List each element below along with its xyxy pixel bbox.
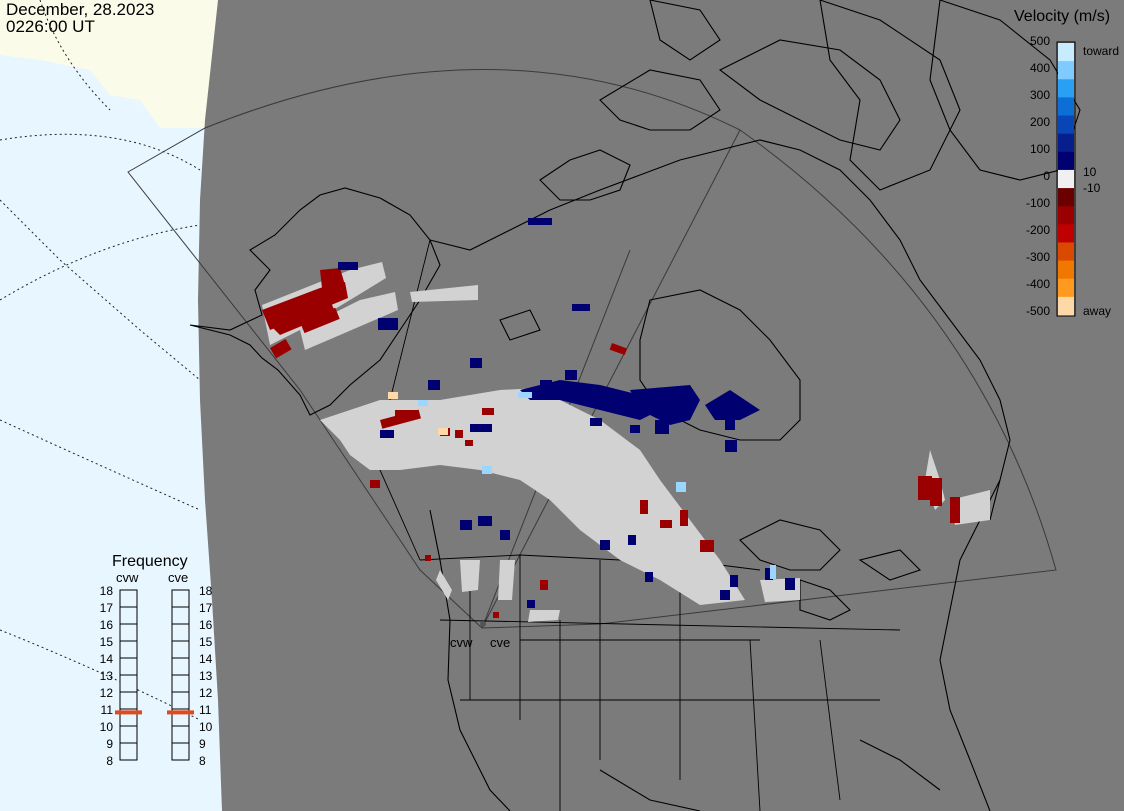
legend-frame: [1056, 41, 1076, 317]
legend-band-6: [1058, 151, 1074, 171]
frequency-panel: Frequency cvw cve 18 18 17 17 16 16 15 15 14 14 13…: [100, 553, 213, 768]
legend-tick-label: 400: [1030, 61, 1050, 75]
freq-label-left: 15: [100, 635, 114, 649]
legend-tick-label: -500: [1026, 304, 1050, 318]
freq-label-left: 17: [100, 601, 114, 615]
legend-small-neg: -10: [1083, 181, 1101, 195]
freq-label-right: 18: [199, 584, 213, 598]
freq-label-left: 16: [100, 618, 114, 632]
freq-label-right: 9: [199, 737, 206, 751]
freq-label-left: 10: [100, 720, 114, 734]
legend-band-0: [1058, 43, 1074, 62]
legend-band-8: [1058, 188, 1074, 207]
freq-label-right: 11: [199, 703, 212, 717]
legend-tick-label: 300: [1030, 88, 1050, 102]
velocity-legend: Velocity (m/s) 500 400 300 200 100 0 -100 -200 -…: [1014, 8, 1119, 318]
freq-label-left: 9: [106, 737, 113, 751]
freq-radar-cvw: cvw: [116, 570, 139, 585]
legend-tick-label: 500: [1030, 34, 1050, 48]
legend-away-label: away: [1083, 304, 1111, 318]
site-label-cvw: cvw: [450, 635, 473, 650]
freq-label-right: 17: [199, 601, 213, 615]
freq-label-left: 11: [101, 703, 114, 717]
frequency-title: Frequency: [112, 553, 188, 570]
velocity-toward-cells: [338, 218, 795, 608]
legend-band-2: [1058, 79, 1074, 98]
legend-tick-label: -100: [1026, 196, 1050, 210]
arctic-landmass: [0, 0, 218, 128]
legend-tick-label: -400: [1026, 277, 1050, 291]
freq-label-right: 13: [199, 669, 213, 683]
legend-tick-label: 200: [1030, 115, 1050, 129]
legend-band-3: [1058, 97, 1074, 117]
velocity-light-cells: [418, 392, 776, 579]
legend-toward-label: toward: [1083, 44, 1119, 58]
freq-grid: [120, 606, 189, 761]
freq-radar-cve: cve: [168, 570, 188, 585]
freq-label-left: 8: [106, 754, 113, 768]
velocity-away-cells: [262, 268, 960, 618]
legend-tick-label: -300: [1026, 250, 1050, 264]
legend-band-13: [1058, 278, 1074, 298]
legend-band-5: [1058, 133, 1074, 153]
freq-label-right: 10: [199, 720, 213, 734]
legend-band-7: [1058, 169, 1074, 189]
freq-scale-labels: 18 18 17 17 16 16 15 15 14 14 13 13 12 12 11 11 10 10 9 9 8 8: [100, 584, 213, 768]
legend-band-10: [1058, 224, 1074, 243]
legend-tick-label: 0: [1043, 169, 1050, 183]
legend-band-11: [1058, 242, 1074, 262]
freq-marker-cve: [167, 710, 194, 715]
velocity-away-light-cells: [388, 392, 448, 435]
freq-label-left: 14: [100, 652, 114, 666]
radar-sites: cvw cve: [450, 621, 510, 650]
legend-band-1: [1058, 61, 1074, 80]
freq-label-left: 13: [100, 669, 114, 683]
site-label-cve: cve: [490, 635, 510, 650]
freq-label-left: 18: [100, 584, 114, 598]
radar-site-marker: [480, 621, 486, 627]
legend-title: Velocity (m/s): [1014, 8, 1110, 25]
legend-color-bands: [1058, 43, 1074, 316]
date-label: December, 28.2023: [6, 0, 154, 19]
legend-band-12: [1058, 260, 1074, 280]
coastlines: [189, 0, 1081, 811]
legend-band-14: [1058, 296, 1074, 316]
graticule: [0, 0, 201, 721]
freq-marker-cvw: [115, 710, 142, 715]
legend-small-pos: 10: [1083, 165, 1097, 179]
legend-tick-label: 100: [1030, 142, 1050, 156]
legend-band-9: [1058, 206, 1074, 225]
legend-tick-label: -200: [1026, 223, 1050, 237]
freq-label-left: 12: [100, 686, 114, 700]
freq-label-right: 8: [199, 754, 206, 768]
freq-label-right: 15: [199, 635, 213, 649]
time-label: 0226:00 UT: [6, 17, 95, 36]
legend-band-4: [1058, 115, 1074, 135]
legend-ticks: 500 400 300 200 100 0 -100 -200 -300 -400 -500: [1026, 34, 1050, 318]
freq-label-right: 14: [199, 652, 213, 666]
freq-label-right: 16: [199, 618, 213, 632]
freq-label-right: 12: [199, 686, 213, 700]
